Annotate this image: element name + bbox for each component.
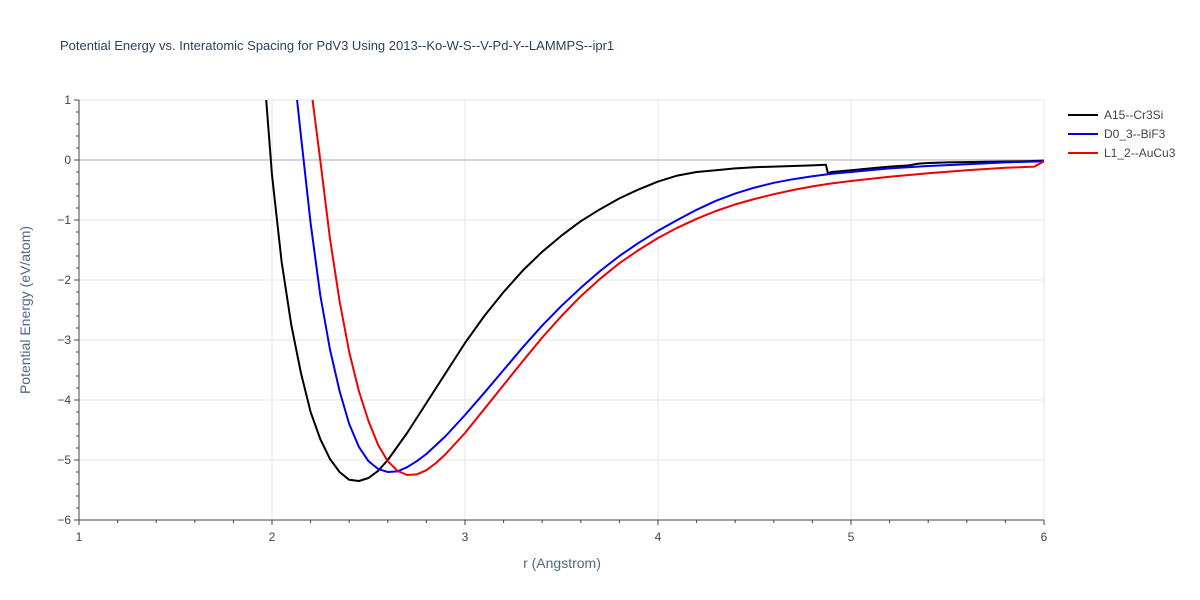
x-axis-title: r (Angstrom) — [523, 555, 601, 571]
y-tick-label: −6 — [57, 513, 71, 527]
axes — [78, 100, 1044, 521]
x-tick-label: 6 — [1041, 530, 1048, 544]
y-tick-label: 1 — [64, 93, 71, 107]
x-tick-label: 3 — [462, 530, 469, 544]
y-tick-label: −2 — [57, 273, 71, 287]
series-line-1 — [296, 99, 1045, 473]
x-tick-label: 4 — [655, 530, 662, 544]
y-tick-label: −4 — [57, 393, 71, 407]
series-lines — [265, 99, 1045, 482]
y-tick-label: −1 — [57, 213, 71, 227]
x-tick-label: 2 — [269, 530, 276, 544]
chart-title: Potential Energy vs. Interatomic Spacing… — [60, 38, 614, 53]
legend-label-0: A15--Cr3Si — [1104, 108, 1163, 122]
legend-label-2: L1_2--AuCu3 — [1104, 146, 1176, 160]
x-tick-label: 1 — [76, 530, 83, 544]
x-tick-label: 5 — [848, 530, 855, 544]
series-line-0 — [265, 99, 1045, 482]
y-axis-title: Potential Energy (eV/atom) — [17, 226, 33, 394]
y-tick-label: 0 — [64, 153, 71, 167]
y-tick-label: −3 — [57, 333, 71, 347]
x-axis-ticks: 1 2 3 4 5 6 — [76, 520, 1048, 544]
series-line-2 — [311, 99, 1045, 476]
grid — [79, 99, 1045, 520]
legend-label-1: D0_3--BiF3 — [1104, 127, 1166, 141]
y-tick-label: −5 — [57, 453, 71, 467]
y-axis-ticks: 1 0 −1 −2 −3 −4 −5 −6 — [57, 93, 79, 527]
legend: A15--Cr3Si D0_3--BiF3 L1_2--AuCu3 — [1068, 108, 1176, 160]
